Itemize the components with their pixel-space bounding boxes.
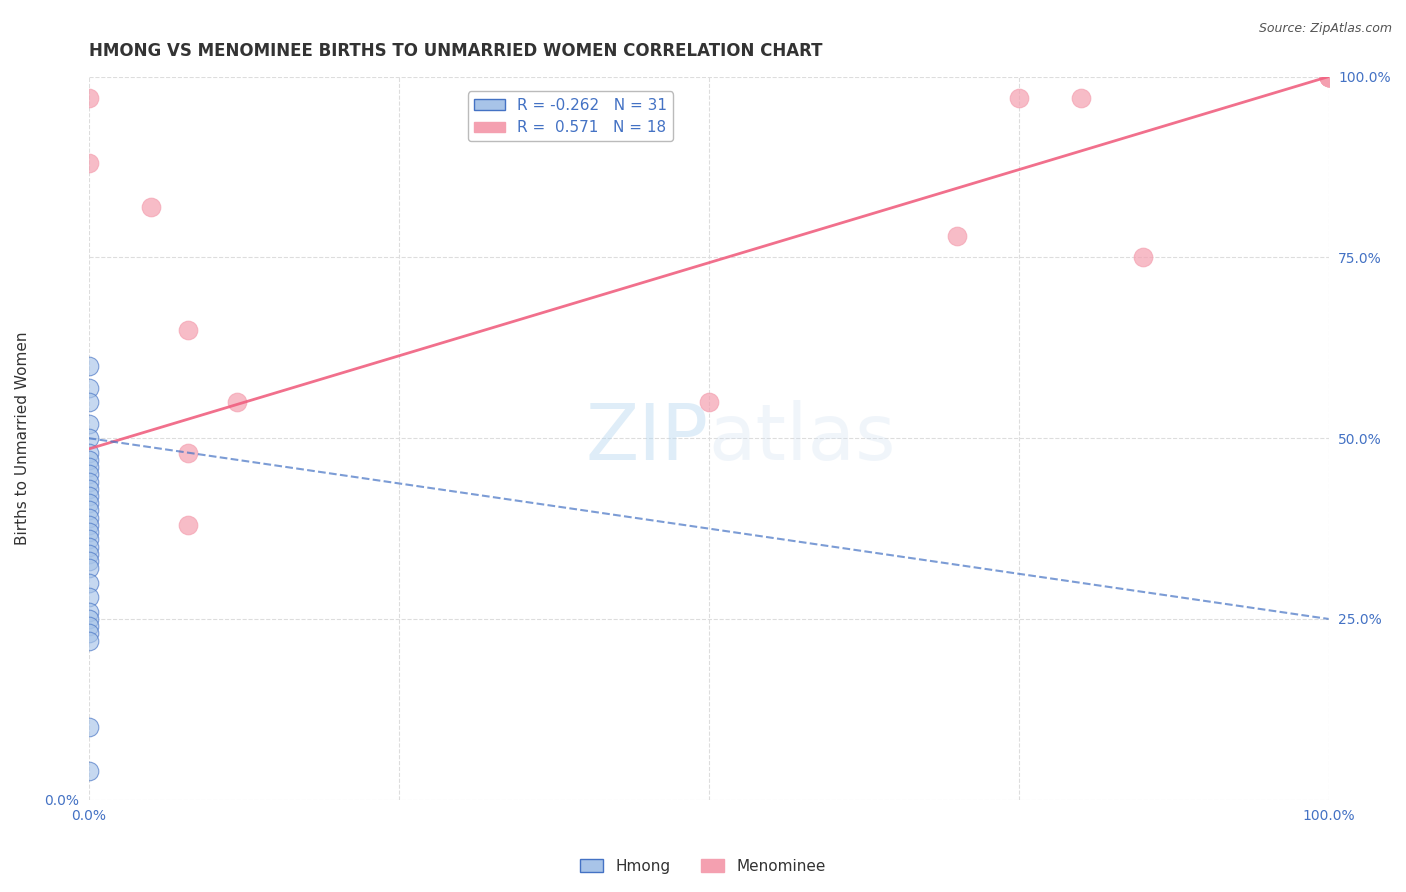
Point (77, 475, 100, 489)
Point (77, 489, 100, 503)
Point (226, 395, 249, 409)
Point (1317, 70, 1340, 84)
Point (77, 453, 100, 467)
Point (77, 554, 100, 568)
Point (77, 764, 100, 778)
Point (77, 547, 100, 561)
Point (77, 431, 100, 445)
Text: ZIP: ZIP (586, 401, 709, 476)
Point (177, 323, 200, 337)
Point (77, 633, 100, 648)
Point (1317, 70, 1340, 84)
Point (77, 518, 100, 533)
Point (77, 503, 100, 517)
Point (139, 200, 162, 214)
Point (77, 575, 100, 590)
Text: Source: ZipAtlas.com: Source: ZipAtlas.com (1258, 22, 1392, 36)
Point (697, 395, 720, 409)
Point (77, 445, 100, 459)
Point (77, 417, 100, 431)
Point (77, 510, 100, 524)
Point (77, 721, 100, 735)
Point (1317, 70, 1340, 84)
Text: HMONG VS MENOMINEE BIRTHS TO UNMARRIED WOMEN CORRELATION CHART: HMONG VS MENOMINEE BIRTHS TO UNMARRIED W… (89, 42, 823, 60)
Point (1070, 91, 1092, 105)
Point (77, 561, 100, 575)
Y-axis label: Births to Unmarried Women: Births to Unmarried Women (15, 332, 30, 545)
Point (77, 482, 100, 496)
Point (77, 380, 100, 394)
Point (1317, 70, 1340, 84)
Point (77, 395, 100, 409)
Point (177, 518, 200, 533)
Point (77, 619, 100, 633)
Point (1317, 70, 1340, 84)
Point (77, 467, 100, 482)
Point (1132, 251, 1154, 265)
Point (77, 626, 100, 640)
Point (77, 156, 100, 170)
Point (945, 228, 967, 243)
Point (77, 525, 100, 540)
Point (1317, 70, 1340, 84)
Point (77, 359, 100, 373)
Point (77, 540, 100, 554)
Text: atlas: atlas (709, 401, 896, 476)
Point (77, 605, 100, 619)
Point (77, 91, 100, 105)
Point (1007, 91, 1029, 105)
Point (77, 460, 100, 475)
Point (77, 612, 100, 626)
Point (77, 496, 100, 510)
Point (77, 591, 100, 605)
Legend: Hmong, Menominee: Hmong, Menominee (574, 853, 832, 880)
Legend: R = -0.262   N = 31, R =  0.571   N = 18: R = -0.262 N = 31, R = 0.571 N = 18 (468, 92, 673, 141)
Point (177, 445, 200, 459)
Point (77, 533, 100, 547)
